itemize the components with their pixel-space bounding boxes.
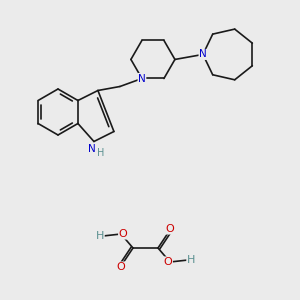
Text: O: O [118, 229, 127, 239]
Text: N: N [199, 50, 207, 59]
Text: O: O [117, 262, 125, 272]
Text: N: N [88, 143, 96, 154]
Text: H: H [187, 255, 195, 265]
Text: O: O [166, 224, 174, 234]
Text: N: N [138, 74, 146, 83]
Text: H: H [97, 148, 105, 158]
Text: H: H [96, 231, 104, 241]
Text: O: O [164, 257, 172, 267]
